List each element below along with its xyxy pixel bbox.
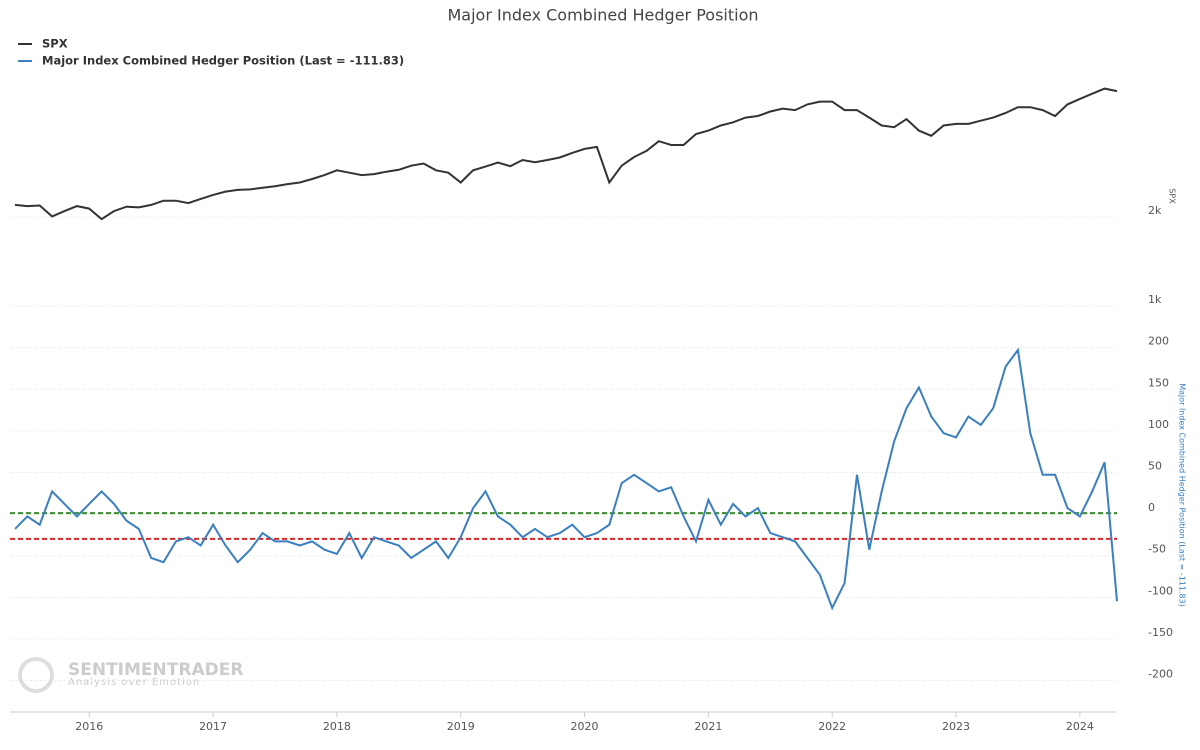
y2-tick-label: 100	[1148, 418, 1169, 431]
y2-tick-label: -100	[1148, 584, 1173, 597]
y2-tick-label: 0	[1148, 501, 1155, 514]
x-tick-label: 2017	[199, 720, 227, 733]
x-tick-label: 2024	[1066, 720, 1094, 733]
x-tick-label: 2019	[447, 720, 475, 733]
watermark-logo	[18, 657, 54, 693]
x-tick-label: 2023	[942, 720, 970, 733]
chart-title: Major Index Combined Hedger Position	[447, 6, 758, 25]
x-tick-label: 2018	[323, 720, 351, 733]
y2-tick-label: 200	[1148, 335, 1169, 348]
x-tick-label: 2021	[694, 720, 722, 733]
series-line	[14, 347, 1118, 611]
y-tick-label: 2k	[1148, 204, 1162, 217]
y-tick-label: 1k	[1148, 293, 1162, 306]
y2-tick-label: 50	[1148, 459, 1162, 472]
watermark-tagline: Analysis over Emotion	[68, 677, 200, 688]
x-tick-label: 2020	[571, 720, 599, 733]
watermark-name: SENTIMENTRADER	[68, 660, 243, 680]
y-axis-title: SPX	[1168, 188, 1177, 204]
x-tick-label: 2022	[818, 720, 846, 733]
y2-tick-label: 150	[1148, 376, 1169, 389]
y2-axis-title: Major Index Combined Hedger Position (La…	[1178, 383, 1187, 607]
x-tick-label: 2016	[75, 720, 103, 733]
legend-label: SPX	[42, 37, 68, 51]
y2-tick-label: -200	[1148, 668, 1173, 681]
legend-label: Major Index Combined Hedger Position (La…	[42, 54, 404, 68]
y2-tick-label: -50	[1148, 543, 1166, 556]
series-line	[14, 87, 1118, 221]
y2-tick-label: -150	[1148, 626, 1173, 639]
